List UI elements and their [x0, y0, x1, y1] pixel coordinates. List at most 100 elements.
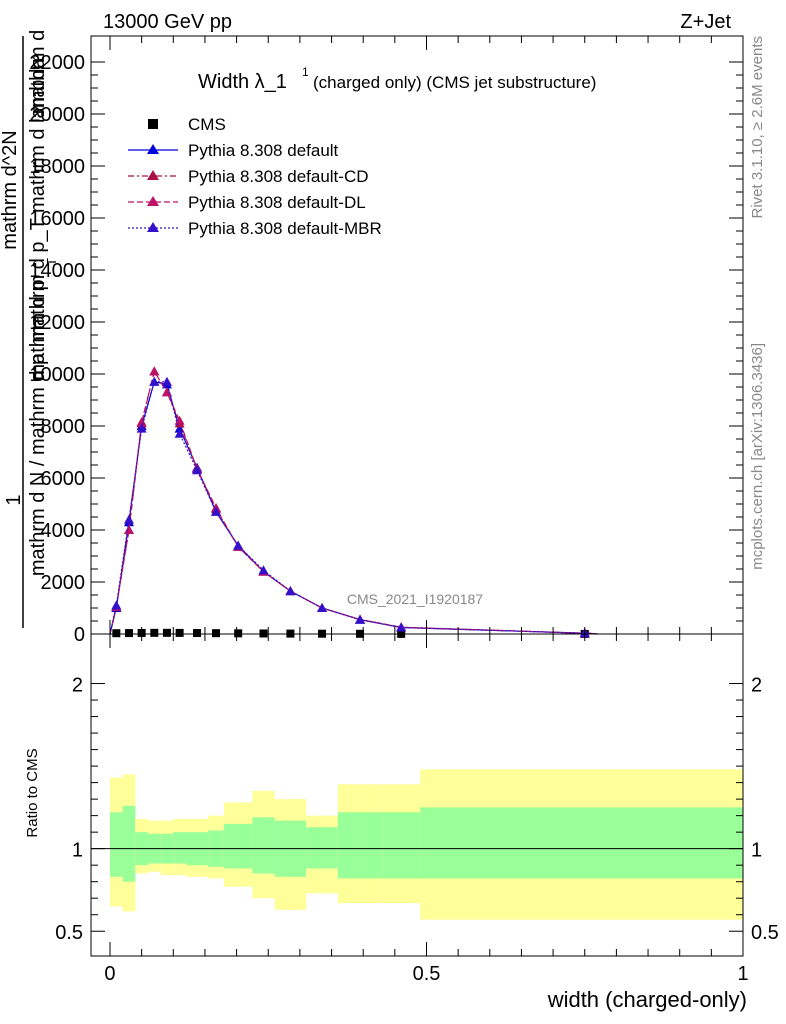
ratio-band-inner	[420, 807, 743, 879]
main-ytick-label: 12000	[29, 312, 85, 334]
x-axis-label: width (charged-only)	[547, 987, 747, 1012]
legend-marker	[147, 222, 159, 232]
mc-data-point	[136, 423, 147, 433]
main-ytick-label: 8000	[41, 416, 86, 438]
ylabel-line-4: mathrm d p_T mathrm d lambda	[27, 56, 49, 342]
ratio-band-inner	[109, 812, 123, 877]
ylabel-line-1: mathrm d p	[27, 279, 49, 380]
ratio-band-inner	[382, 812, 421, 879]
mc-data-point	[396, 622, 407, 632]
ratio-ytick-label: 0.5	[55, 922, 83, 944]
ratio-ytick-label-right: 0.5	[751, 922, 779, 944]
ratio-frame	[90, 633, 744, 957]
mcplots-label: mcplots.cern.ch [arXiv:1306.3436]	[749, 343, 766, 570]
mc-data-point	[355, 614, 366, 624]
legend-label: Pythia 8.308 default-CD	[188, 167, 369, 186]
ratio-panel: 0.5 0.51 12 2 0 0.5 1	[55, 633, 779, 985]
mc-data-point	[161, 387, 172, 397]
series-line	[109, 381, 598, 635]
ratio-band-inner	[252, 817, 275, 874]
mc-data-point	[161, 376, 172, 386]
mc-data-point	[285, 586, 296, 596]
ratio-ytick-label: 1	[72, 840, 83, 862]
ratio-ytick-label: 2	[72, 675, 83, 697]
ratio-band-inner	[122, 805, 136, 882]
mc-data-point	[174, 428, 185, 438]
ylabel-line-5: T	[44, 258, 59, 266]
mc-data-point	[123, 514, 134, 524]
ylabel-line-3: mathrm d^2N	[0, 130, 21, 249]
cms-data-point	[234, 629, 243, 638]
main-ytick-label: 18000	[29, 156, 85, 178]
legend-item: Pythia 8.308 default-CD	[128, 167, 369, 186]
legend-label: Pythia 8.308 default-DL	[188, 193, 366, 212]
legend-item: Pythia 8.308 default-DL	[128, 193, 366, 212]
ratio-band-inner	[306, 827, 338, 869]
ratio-ytick-label-right: 1	[751, 840, 762, 862]
mc-data-point	[258, 565, 269, 575]
main-ytick-label: 20000	[29, 104, 85, 126]
rivet-label: Rivet 3.1.10, ≥ 2.6M events	[749, 36, 766, 219]
mc-data-point	[111, 600, 122, 610]
mc-data-point	[136, 418, 147, 428]
main-ylabel: 1 mathrm d N / mathrm d p mathrm d p_T m…	[0, 30, 59, 628]
mc-data-point	[192, 465, 203, 475]
cms-data-point	[212, 629, 221, 638]
cms-data-point	[162, 628, 171, 637]
cms-data-point	[259, 629, 268, 638]
cms-data-point	[112, 629, 121, 638]
mc-data-point	[174, 415, 185, 425]
ratio-band-inner	[223, 823, 253, 869]
legend-marker	[147, 196, 159, 206]
ratio-ytick-label-right: 2	[751, 675, 762, 697]
mc-data-point	[233, 540, 244, 550]
main-ytick-label: 14000	[29, 260, 85, 282]
series-pythia-8-308-default-mbr	[109, 376, 598, 638]
cms-data-point	[193, 629, 202, 638]
energy-label: 13000 GeV pp	[103, 11, 232, 33]
main-panel: 0 2000 4000 6000 8000 10000 12000 14000 16000 180…	[29, 35, 744, 646]
plot-title-sup: 1	[302, 65, 309, 79]
plot-title-rest: (charged only) (CMS jet substructure)	[313, 73, 596, 92]
legend: CMS Pythia 8.308 default Pythia 8.308 defa…	[128, 115, 382, 238]
ylabel-line-2: mathrm d	[27, 30, 49, 114]
ratio-band-inner	[173, 832, 186, 864]
ratio-xtick-label: 0	[104, 963, 115, 985]
mc-data-point	[149, 376, 160, 386]
mc-data-point	[317, 603, 328, 612]
main-ytick-label: 10000	[29, 364, 85, 386]
process-label: Z+Jet	[680, 11, 731, 33]
ratio-band-inner	[337, 812, 383, 879]
plot-title-main: Width λ_1	[198, 71, 287, 93]
cms-data-point	[175, 628, 184, 637]
mc-data-point	[123, 525, 134, 534]
legend-label: Pythia 8.308 default-MBR	[188, 219, 382, 238]
series-line	[109, 369, 598, 635]
mc-data-point	[211, 506, 222, 516]
series-cms	[112, 628, 589, 638]
legend-item: Pythia 8.308 default-MBR	[128, 219, 382, 238]
main-ytick-label: 0	[74, 624, 85, 646]
legend-item: CMS	[148, 115, 226, 134]
plot-title: Width λ_1 1 (charged only) (CMS jet subs…	[198, 65, 596, 93]
analysis-id: CMS_2021_I1920187	[347, 591, 483, 607]
ratio-ylabel: Ratio to CMS	[24, 748, 41, 837]
cms-data-point	[150, 628, 159, 637]
main-ytick-label: 4000	[41, 520, 86, 542]
cms-data-point	[124, 629, 133, 638]
legend-label: Pythia 8.308 default	[188, 141, 339, 160]
ylabel-line-0: mathrm d N / mathrm d p	[27, 354, 49, 576]
main-ytick-label: 16000	[29, 208, 85, 230]
legend-label: CMS	[188, 115, 226, 134]
legend-marker	[148, 119, 158, 129]
ratio-xtick-label: 1	[737, 963, 748, 985]
legend-marker	[147, 170, 159, 180]
main-ytick-label: 2000	[41, 572, 86, 594]
legend-item: Pythia 8.308 default	[128, 141, 339, 160]
main-ytick-label: 22000	[29, 52, 85, 74]
ratio-xtick-label: 0.5	[413, 963, 441, 985]
main-ytick-label: 6000	[41, 468, 86, 490]
legend-marker	[147, 144, 159, 154]
ylabel-numerator: 1	[3, 494, 25, 505]
